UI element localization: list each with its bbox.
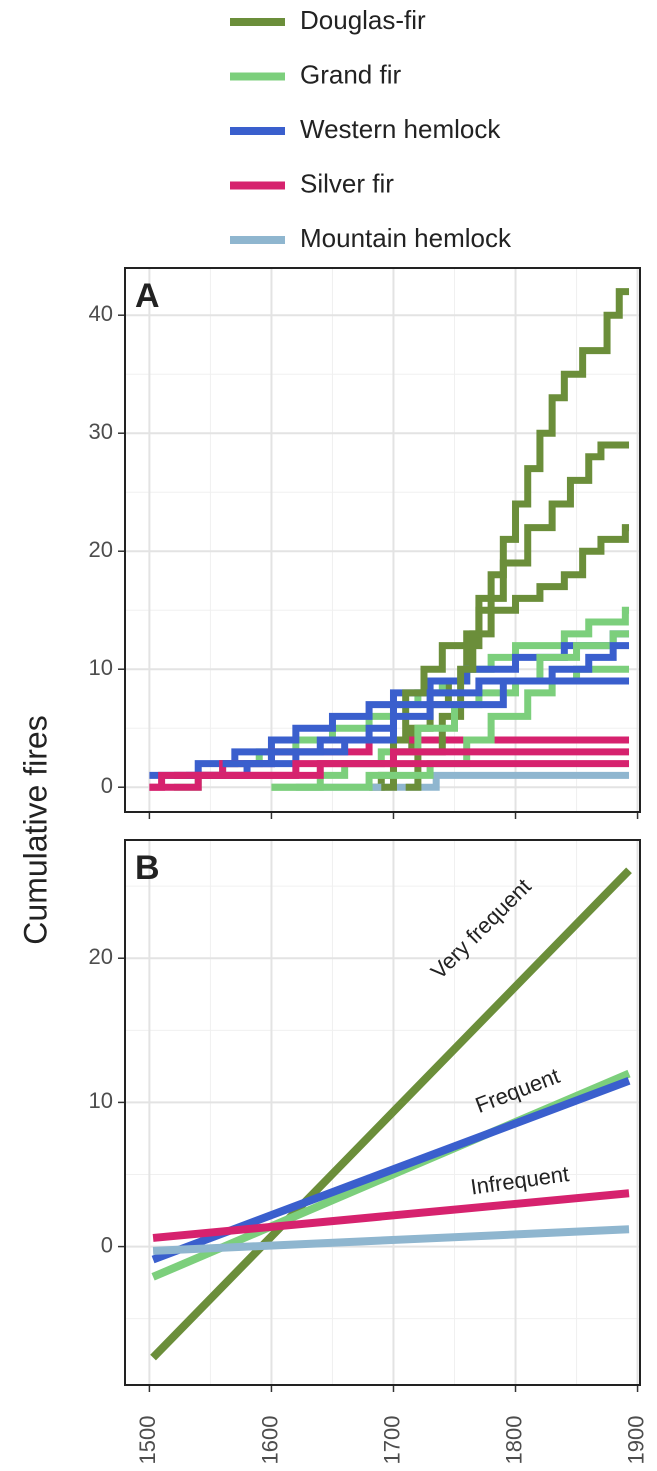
panel-border [124,839,641,1386]
y-tick-label: 10 [89,1088,113,1113]
series-line [381,441,630,791]
panel-label: B [135,849,160,887]
legend-label: Mountain hemlock [300,223,512,253]
y-tick-label: 20 [89,537,113,562]
series-line [149,748,630,791]
series-line [152,1189,630,1242]
legend-label: Douglas-fir [300,5,426,35]
legend-label: Western hemlock [300,114,501,144]
y-tick-label: 0 [101,773,113,798]
series-line [150,867,632,1361]
x-tick-label: 1600 [257,1416,282,1465]
annotation: Infrequent [469,1161,571,1200]
legend-label: Grand fir [300,59,401,89]
x-tick-label: 1800 [501,1416,526,1465]
y-tick-label: 0 [101,1232,113,1257]
series-line [222,677,630,768]
legend-label: Silver fir [300,168,394,198]
plot-area [150,867,632,1361]
series-line [173,760,630,779]
y-tick-label: 10 [89,655,113,680]
series-line [369,288,630,791]
y-tick-label: 20 [89,944,113,969]
x-tick-label: 1900 [623,1416,648,1465]
panel-border [124,267,641,813]
plot-area [149,288,630,791]
panel-label: A [135,277,160,315]
x-tick-label: 1500 [135,1416,160,1465]
series-line [405,524,630,791]
series-line [152,1225,630,1255]
x-tick-label: 1700 [379,1416,404,1465]
y-tick-label: 30 [89,419,113,444]
y-axis-label: Cumulative fires [17,715,53,944]
y-tick-label: 40 [89,301,113,326]
annotation: Very frequent [426,874,536,984]
